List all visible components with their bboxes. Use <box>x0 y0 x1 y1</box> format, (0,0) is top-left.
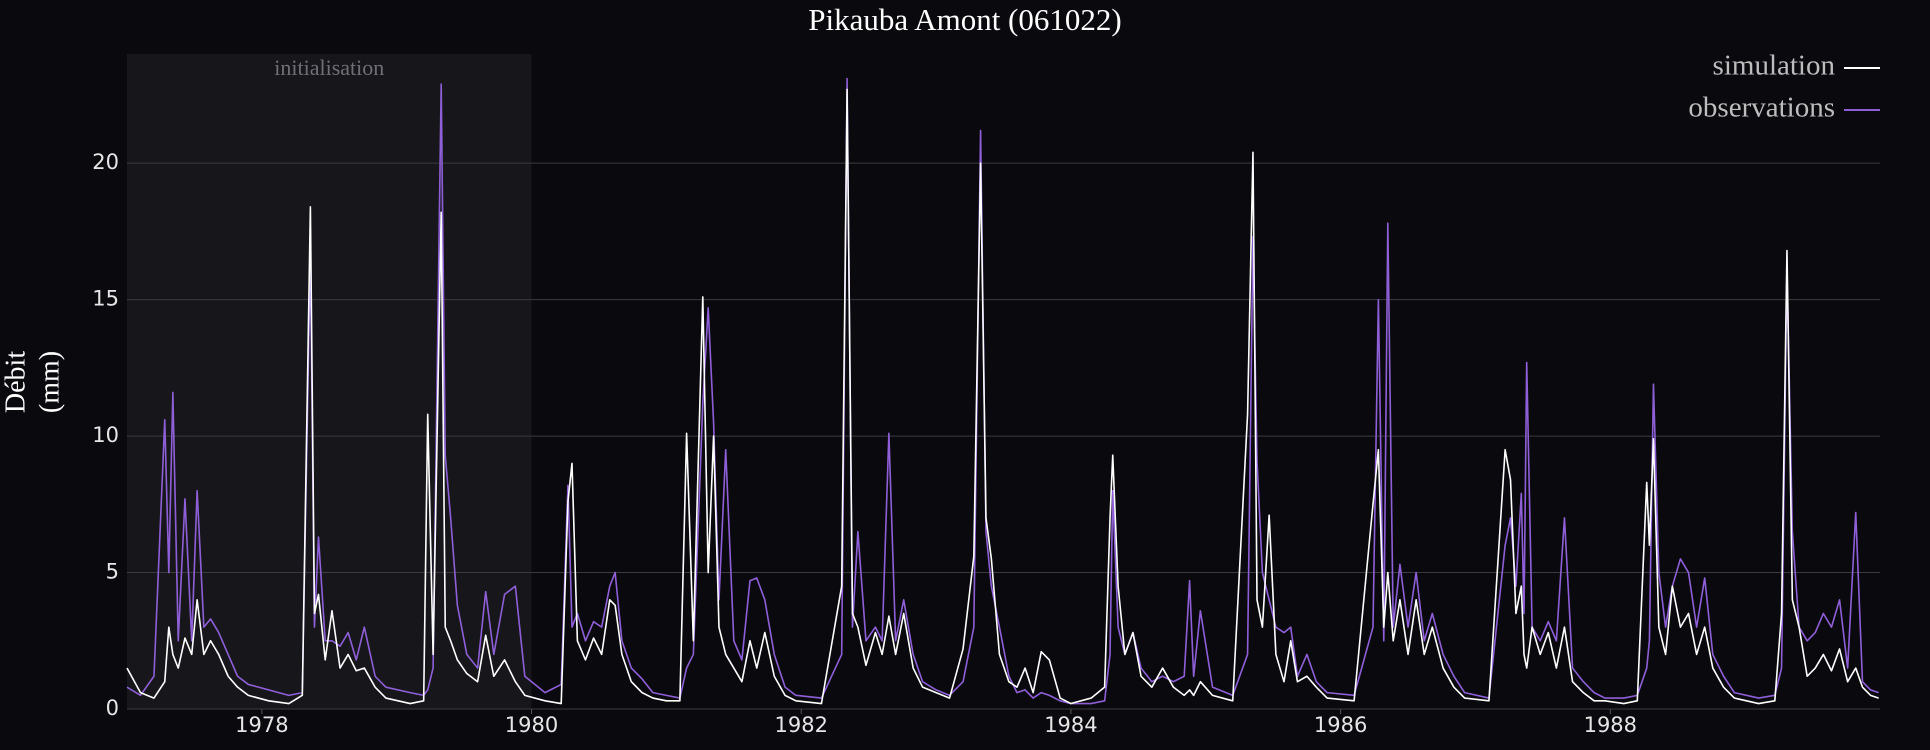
plot-area: initialisation <box>126 54 1880 714</box>
y-tick-label: 20 <box>92 150 119 174</box>
legend-label: simulation <box>1713 50 1836 82</box>
x-tick-label: 1978 <box>235 713 288 737</box>
x-tick-label: 1982 <box>775 713 828 737</box>
y-tick-label: 10 <box>92 423 119 447</box>
x-tick-label: 1988 <box>1584 713 1637 737</box>
series-line <box>126 88 1879 705</box>
y-tick-label: 5 <box>106 560 119 584</box>
x-tick-label: 1986 <box>1314 713 1367 737</box>
y-axis-label: (mm) <box>34 351 65 413</box>
annotation-label: initialisation <box>274 55 384 80</box>
y-tick-label: 0 <box>106 696 119 720</box>
x-tick-label: 1984 <box>1044 713 1097 737</box>
y-axis-label: Débit <box>0 351 31 413</box>
x-tick-label: 1980 <box>505 713 558 737</box>
series-line <box>126 77 1879 705</box>
chart-title: Pikauba Amont (061022) <box>808 2 1121 37</box>
legend-label: observations <box>1688 92 1835 124</box>
y-tick-label: 15 <box>92 287 119 311</box>
initialisation-region <box>127 54 532 709</box>
